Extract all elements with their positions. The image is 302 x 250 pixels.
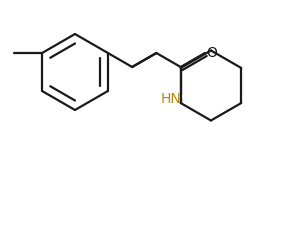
Text: HN: HN [160, 92, 181, 106]
Text: O: O [207, 46, 217, 60]
